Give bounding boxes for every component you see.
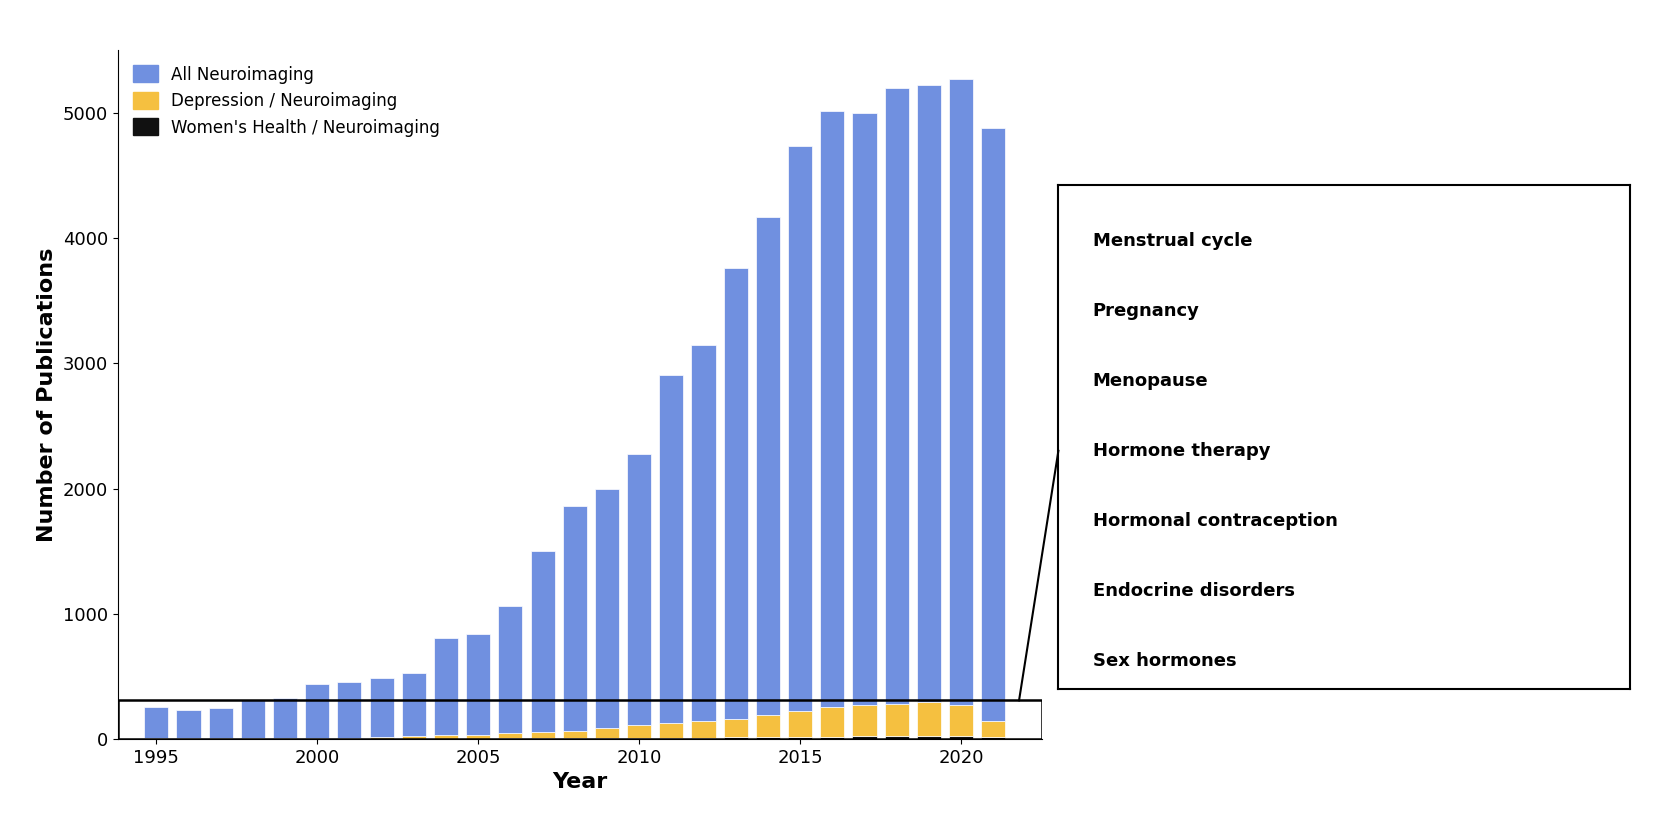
Bar [692, 722, 716, 738]
Bar [176, 711, 200, 738]
Bar [531, 732, 554, 738]
Text: Hormonal contraception: Hormonal contraception [1092, 512, 1337, 530]
Bar [118, 701, 1042, 739]
Bar [402, 736, 425, 738]
Text: Endocrine disorders: Endocrine disorders [1092, 582, 1295, 600]
Bar [788, 711, 811, 737]
Bar [595, 489, 618, 728]
Bar [820, 111, 845, 706]
Bar [756, 217, 780, 715]
Bar [756, 737, 780, 739]
Text: Sex hormones: Sex hormones [1092, 652, 1236, 669]
Bar [917, 702, 941, 736]
Bar [820, 706, 845, 737]
Bar [563, 507, 586, 731]
Bar [917, 86, 941, 702]
X-axis label: Year: Year [553, 773, 606, 792]
Bar [788, 145, 811, 711]
Bar [659, 738, 684, 739]
Bar [531, 551, 554, 732]
Bar [627, 726, 652, 738]
Bar [433, 735, 459, 738]
Bar [306, 684, 329, 738]
Bar [981, 721, 1005, 738]
Bar [595, 728, 618, 738]
Bar [885, 88, 909, 704]
Bar [692, 344, 716, 722]
Legend: All Neuroimaging, Depression / Neuroimaging, Women's Health / Neuroimaging: All Neuroimaging, Depression / Neuroimag… [126, 59, 447, 144]
Bar [885, 704, 909, 737]
Bar [240, 701, 265, 738]
Bar [949, 705, 973, 737]
Bar [465, 735, 491, 738]
Bar [563, 731, 586, 738]
Bar [402, 673, 425, 736]
Bar [627, 454, 652, 726]
Bar [885, 737, 909, 739]
Bar [627, 738, 652, 739]
Text: Menstrual cycle: Menstrual cycle [1092, 232, 1252, 249]
Bar [144, 706, 168, 738]
Bar [208, 708, 234, 738]
Bar [949, 737, 973, 739]
Bar [949, 79, 973, 705]
Bar [531, 738, 554, 739]
Bar [981, 738, 1005, 739]
Bar [338, 681, 361, 738]
Bar [370, 678, 393, 737]
Bar [756, 715, 780, 737]
Bar [465, 634, 491, 735]
Bar [563, 738, 586, 739]
Bar [981, 128, 1005, 721]
Bar [724, 738, 748, 739]
Bar [852, 113, 877, 705]
Bar [724, 268, 748, 718]
Bar [338, 738, 361, 739]
Bar [595, 738, 618, 739]
Text: Pregnancy: Pregnancy [1092, 302, 1200, 320]
Y-axis label: Number of Publications: Number of Publications [37, 248, 57, 542]
Bar [499, 733, 522, 738]
Bar [692, 738, 716, 739]
Text: Hormone therapy: Hormone therapy [1092, 442, 1270, 459]
Bar [788, 737, 811, 739]
Bar [370, 737, 393, 739]
Bar [659, 722, 684, 738]
Bar [659, 375, 684, 722]
Bar [499, 606, 522, 733]
Bar [272, 698, 297, 738]
Bar [852, 737, 877, 739]
Bar [820, 737, 845, 739]
Bar [724, 718, 748, 738]
Bar [917, 736, 941, 739]
Bar [433, 638, 459, 735]
Bar [852, 705, 877, 737]
Text: Menopause: Menopause [1092, 372, 1208, 390]
